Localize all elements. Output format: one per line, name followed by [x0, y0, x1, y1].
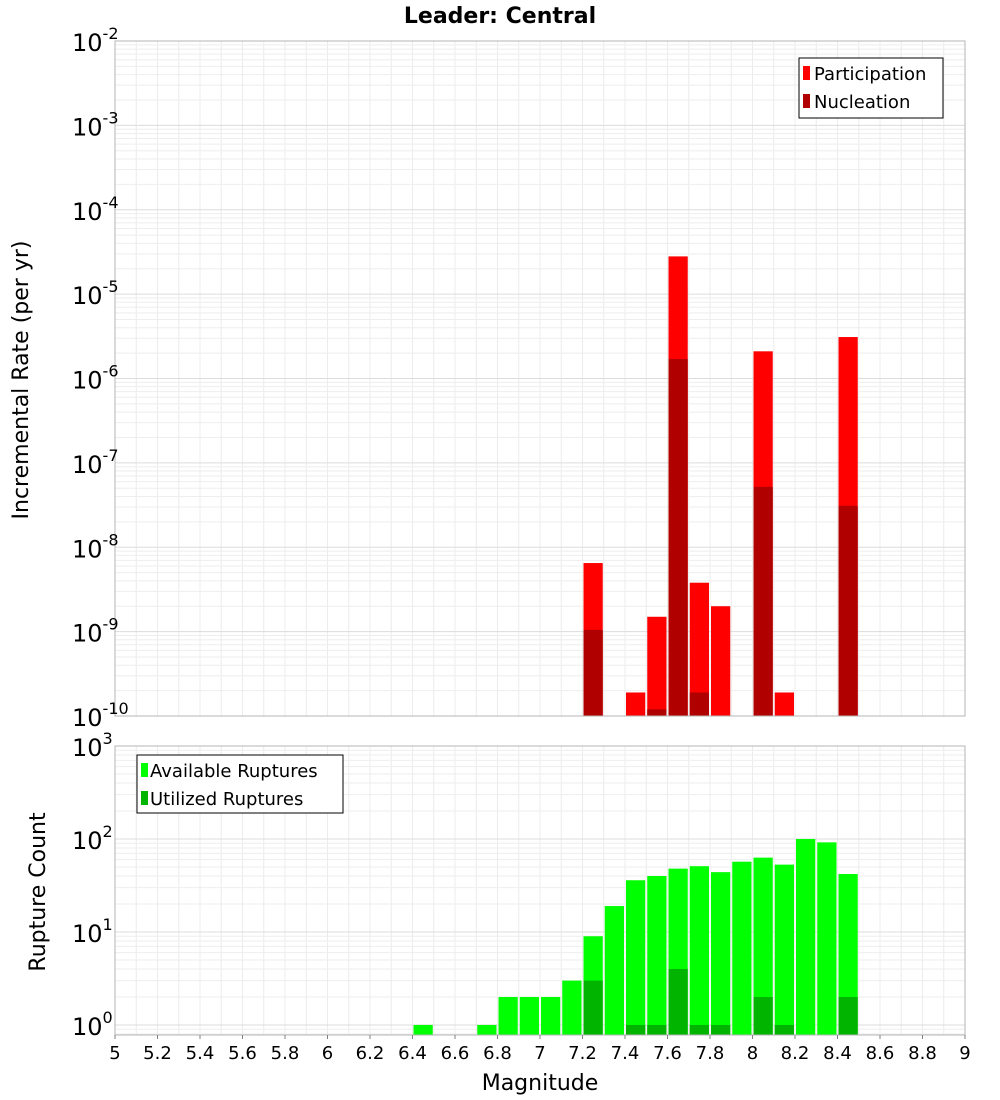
top-legend: Participation Nucleation: [798, 57, 944, 119]
bar-nucleation: [689, 692, 709, 716]
x-tick-label: 8.2: [781, 1043, 810, 1064]
bar-nucleation: [668, 359, 688, 716]
bar-available-ruptures: [413, 1024, 433, 1035]
x-tick-label: 6.4: [398, 1043, 427, 1064]
y-tick-label: 10-3: [72, 108, 119, 141]
bar-participation: [626, 692, 646, 716]
legend-swatch-utilized: [141, 791, 148, 805]
x-tick-labels: 5 5.2 5.4 5.6 5.8 6 6.2 6.4 6.6 6.8 7 7.2 7.4 7.6 7.8 8…: [109, 1035, 971, 1064]
bar-participation: [711, 606, 731, 716]
legend-label-nucleation: Nucleation: [814, 92, 910, 113]
bar-available-ruptures: [796, 838, 816, 1035]
top-plot-frame: [114, 40, 966, 717]
top-y-tick-labels: 10-2 10-3 10-4 10-5 10-6 10-7 10-8 10-9 10-10: [72, 24, 129, 732]
bar-utilized-ruptures: [647, 1024, 667, 1035]
bottom-y-tick-labels: 103 102 101 100: [72, 729, 113, 1041]
x-tick-label: 6.2: [356, 1043, 385, 1064]
x-tick-label: 6.8: [483, 1043, 512, 1064]
bar-available-ruptures: [732, 861, 752, 1035]
top-panel: 10-2 10-3 10-4 10-5 10-6 10-7 10-8 10-9 10-10 In…: [9, 24, 966, 732]
x-tick-label: 8.6: [866, 1043, 895, 1064]
bar-utilized-ruptures: [689, 1024, 709, 1035]
bar-nucleation: [583, 629, 603, 716]
x-tick-label: 6: [322, 1043, 333, 1064]
bar-utilized-ruptures: [711, 1024, 731, 1035]
x-tick-label: 6.6: [441, 1043, 470, 1064]
x-tick-label: 7: [534, 1043, 545, 1064]
bar-nucleation: [647, 709, 667, 716]
legend-label-utilized: Utilized Ruptures: [150, 789, 303, 810]
bar-utilized-ruptures: [753, 996, 773, 1035]
x-tick-label: 8: [747, 1043, 758, 1064]
top-y-axis-label: Incremental Rate (per yr): [9, 241, 34, 520]
x-tick-label: 5.6: [228, 1043, 257, 1064]
y-tick-label: 10-4: [72, 193, 119, 226]
legend-label-available: Available Ruptures: [150, 761, 318, 782]
bar-participation: [647, 616, 667, 716]
bar-participation: [689, 582, 709, 716]
bar-available-ruptures: [711, 872, 731, 1035]
bar-available-ruptures: [498, 996, 518, 1035]
bar-utilized-ruptures: [583, 980, 603, 1035]
bar-nucleation: [753, 486, 773, 716]
bottom-panel: 103 102 101 100 5 5.2 5.4 5.6 5.8 6 6.2 6.4 6.6 6.8 7…: [26, 729, 971, 1096]
y-tick-label: 10-7: [72, 446, 119, 479]
bar-nucleation: [838, 505, 858, 716]
y-tick-label: 10-9: [72, 615, 119, 648]
bar-available-ruptures: [838, 874, 858, 1035]
bar-utilized-ruptures: [838, 996, 858, 1035]
bar-available-ruptures: [647, 875, 667, 1035]
bar-available-ruptures: [626, 880, 646, 1035]
y-tick-label: 10-2: [72, 24, 119, 57]
top-grid: [114, 40, 966, 717]
legend-swatch-participation: [803, 66, 810, 80]
x-tick-label: 7.6: [653, 1043, 682, 1064]
y-tick-label: 103: [72, 729, 113, 762]
legend-swatch-available: [141, 763, 148, 777]
x-tick-label: 9: [959, 1043, 970, 1064]
x-tick-label: 5: [109, 1043, 120, 1064]
bar-available-ruptures: [817, 842, 837, 1035]
bar-utilized-ruptures: [668, 968, 688, 1035]
utilized-ruptures-bars: [583, 968, 858, 1035]
x-axis-label: Magnitude: [482, 1071, 599, 1096]
x-tick-label: 7.4: [611, 1043, 640, 1064]
x-tick-label: 5.4: [186, 1043, 215, 1064]
y-tick-label: 10-10: [72, 699, 129, 732]
x-tick-label: 8.4: [823, 1043, 852, 1064]
x-tick-label: 5.2: [143, 1043, 172, 1064]
bottom-y-axis-label: Rupture Count: [26, 812, 51, 972]
bottom-legend: Available Ruptures Utilized Ruptures: [136, 754, 344, 814]
y-tick-label: 10-5: [72, 277, 119, 310]
x-tick-label: 8.8: [908, 1043, 937, 1064]
y-tick-label: 102: [72, 822, 113, 855]
y-tick-label: 100: [72, 1008, 113, 1041]
bar-available-ruptures: [753, 857, 773, 1035]
bar-utilized-ruptures: [774, 1024, 794, 1035]
bar-participation: [774, 692, 794, 716]
nucleation-bars: [583, 359, 858, 716]
bar-available-ruptures: [604, 906, 624, 1035]
bar-available-ruptures: [477, 1024, 497, 1035]
bar-available-ruptures: [689, 866, 709, 1035]
y-tick-label: 10-8: [72, 530, 119, 563]
x-tick-label: 5.8: [271, 1043, 300, 1064]
legend-swatch-nucleation: [803, 94, 810, 108]
y-tick-label: 101: [72, 915, 113, 948]
bar-utilized-ruptures: [626, 1024, 646, 1035]
bar-available-ruptures: [519, 996, 539, 1035]
bar-available-ruptures: [562, 980, 582, 1035]
x-tick-label: 7.8: [696, 1043, 725, 1064]
x-tick-label: 7.2: [568, 1043, 597, 1064]
y-tick-label: 10-6: [72, 362, 119, 395]
chart-title: Leader: Central: [404, 4, 596, 29]
legend-label-participation: Participation: [814, 64, 926, 85]
bar-available-ruptures: [774, 864, 794, 1035]
bar-available-ruptures: [541, 996, 561, 1035]
